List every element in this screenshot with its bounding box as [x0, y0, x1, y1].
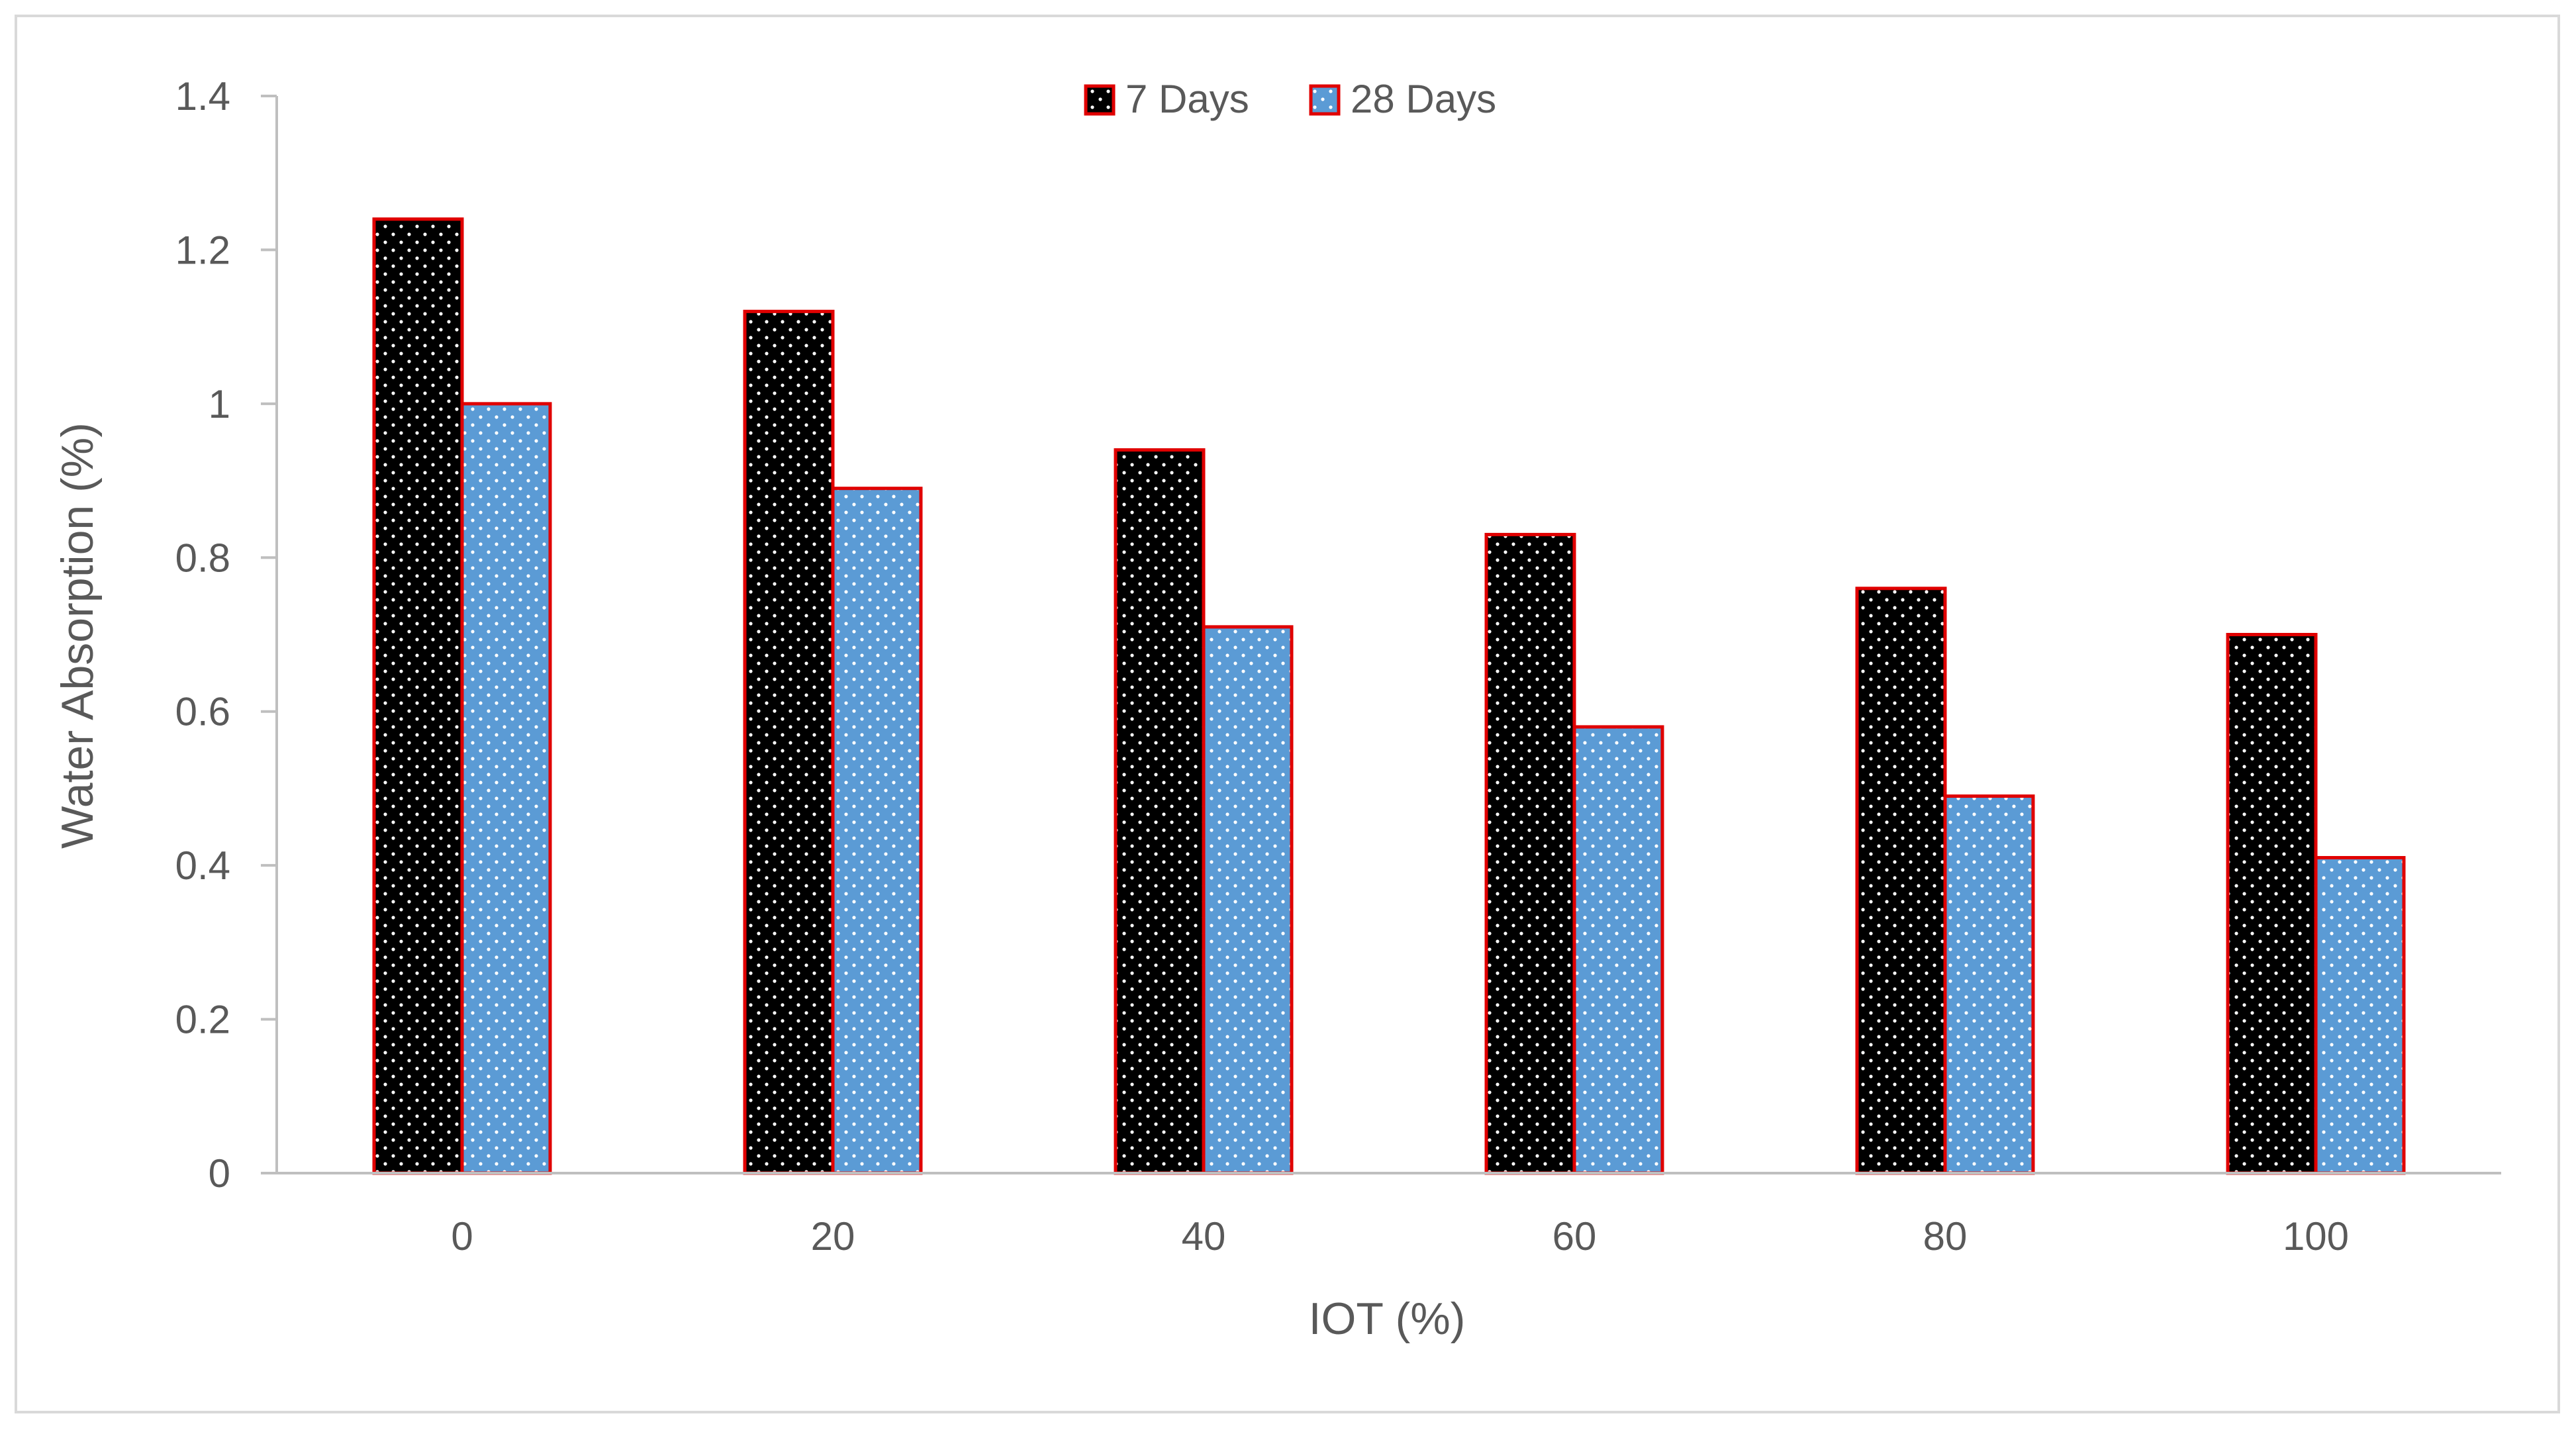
y-tick-label: 1: [209, 382, 230, 426]
y-tick-label: 1.2: [175, 228, 230, 272]
bar-28-days-iot-80: [1943, 794, 2035, 1175]
x-category-label: 80: [1923, 1214, 1968, 1259]
x-category-label: 60: [1552, 1214, 1597, 1259]
bar-28-days-iot-100: [2314, 856, 2406, 1175]
legend-label-7-days: 7 Days: [1125, 77, 1249, 121]
legend-swatch-28-days: [1309, 84, 1341, 116]
y-tick-label: 0.8: [175, 536, 230, 580]
bar-7-days-iot-80: [1855, 587, 1947, 1175]
x-category-label: 100: [2283, 1214, 2349, 1259]
x-category-label: 40: [1182, 1214, 1226, 1259]
bar-28-days-iot-0: [460, 402, 552, 1175]
bar-28-days-iot-20: [831, 487, 923, 1175]
y-tick-label: 0.6: [175, 690, 230, 734]
bars-group: [372, 217, 2406, 1175]
bar-7-days-iot-40: [1114, 448, 1206, 1175]
x-category-label: 20: [811, 1214, 855, 1259]
bar-7-days-iot-100: [2226, 633, 2318, 1175]
x-axis: 0 20 40 60 80 100: [277, 1172, 2501, 1259]
y-tick-label: 1.4: [175, 74, 230, 119]
x-category-label: 0: [451, 1214, 473, 1259]
bar-7-days-iot-60: [1484, 532, 1576, 1175]
y-axis: 0 0.2 0.4 0.6 0.8 1 1.2 1.4: [175, 74, 278, 1196]
bar-28-days-iot-60: [1572, 725, 1664, 1175]
y-axis-title: Water Absorption (%): [52, 422, 103, 849]
x-axis-title: IOT (%): [1309, 1294, 1466, 1344]
legend: 7 Days 28 Days: [1084, 77, 1496, 121]
bar-28-days-iot-40: [1202, 625, 1294, 1175]
y-tick-label: 0: [209, 1151, 230, 1196]
y-tick-label: 0.2: [175, 998, 230, 1042]
legend-label-28-days: 28 Days: [1351, 77, 1496, 121]
legend-swatch-7-days: [1084, 84, 1116, 116]
y-tick-label: 0.4: [175, 843, 230, 888]
bar-7-days-iot-20: [743, 309, 835, 1175]
bar-7-days-iot-0: [372, 217, 464, 1175]
